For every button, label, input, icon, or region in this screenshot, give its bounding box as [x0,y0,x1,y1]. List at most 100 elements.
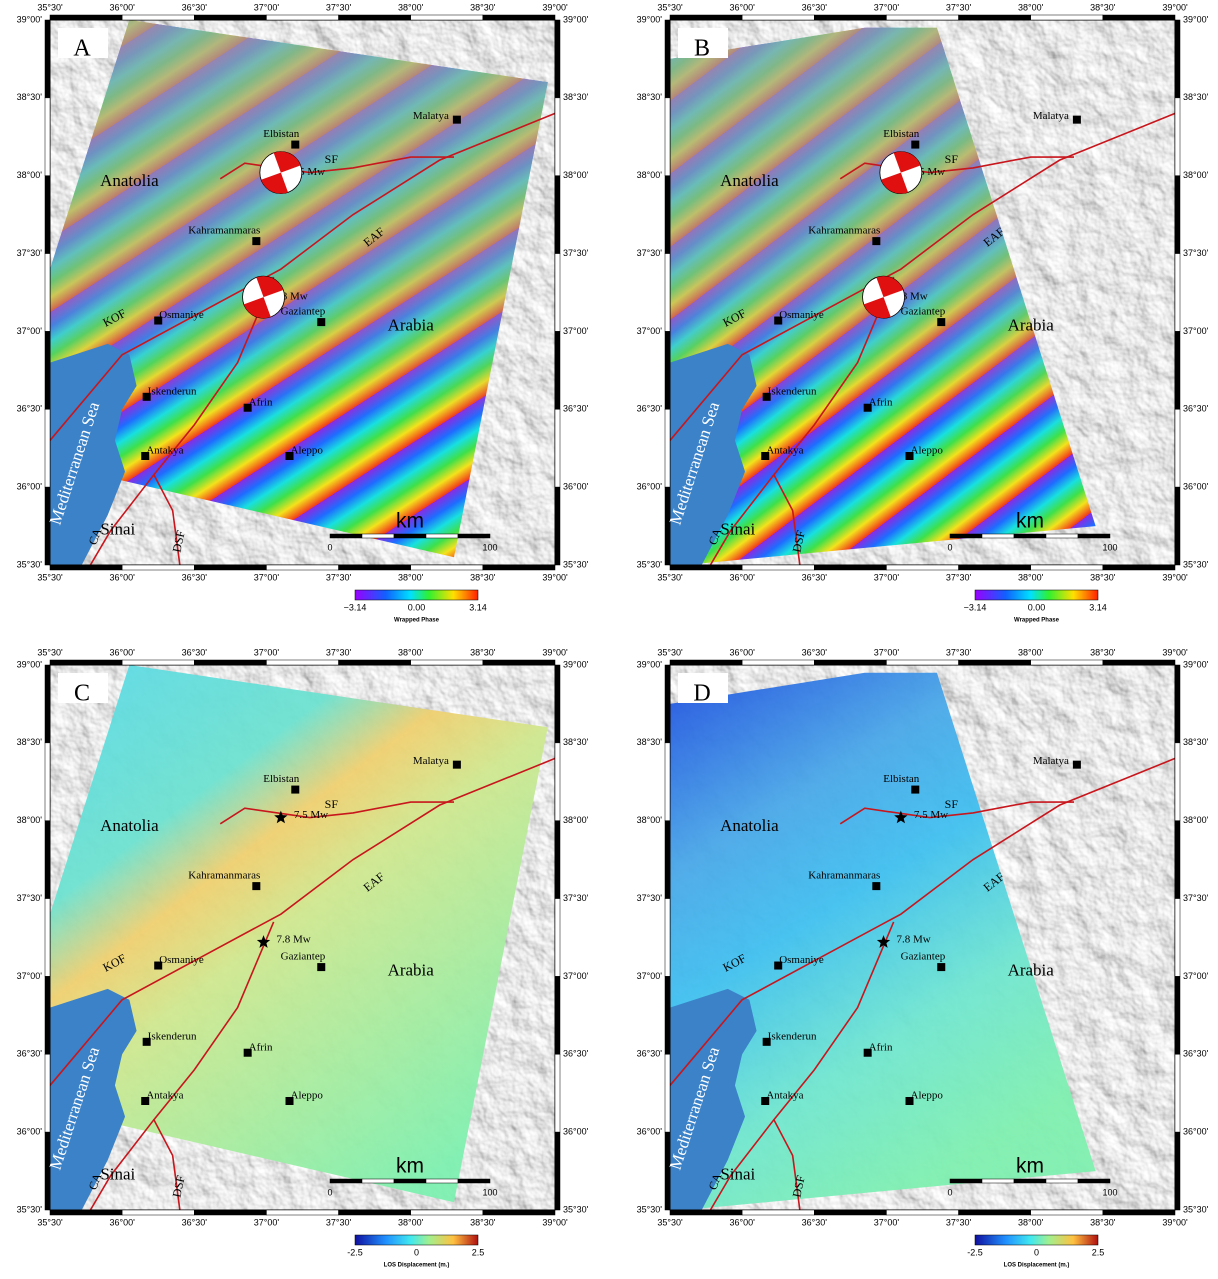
scale-seg [950,1179,982,1183]
city-marker [911,141,919,149]
lat-label: 38°30' [1183,737,1209,747]
lat-label: 39°00' [1183,659,1209,669]
panel-label: A [73,36,91,62]
scale-seg [458,534,490,538]
map-panel: 35°30'35°30'36°00'36°00'36°30'36°30'37°0… [17,2,589,623]
lon-label: 38°00' [1018,2,1044,12]
lat-label: 35°30' [17,1204,43,1214]
colorbar-title: Wrapped Phase [1014,618,1060,624]
frame-seg [555,665,560,743]
frame-seg [45,487,50,565]
city-label: Aleppo [911,1090,944,1102]
frame-seg [266,15,338,20]
frame-seg [665,821,670,899]
lat-label: 39°00' [563,659,589,669]
lat-label: 39°00' [563,14,589,24]
city-label: Antakya [146,1090,183,1102]
scale-seg [982,534,1014,538]
lat-label: 36°30' [563,404,589,414]
region-label: Anatolia [100,171,159,190]
lon-label: 37°00' [254,1217,280,1227]
lat-label: 38°00' [637,815,663,825]
frame-seg [555,743,560,821]
lat-label: 37°00' [637,971,663,981]
city-label: Gaziantep [901,951,946,963]
lat-label: 38°00' [1183,170,1209,180]
frame-seg [122,15,194,20]
city-label: Osmaniye [159,954,204,966]
frame-seg [1175,20,1180,98]
frame-seg [886,565,958,570]
colorbar-tick: 0 [414,1247,419,1257]
frame-seg [665,976,670,1054]
frame-seg [665,899,670,977]
city-marker [937,318,945,326]
frame-seg [50,565,122,570]
colorbar-tick: 0 [1034,1247,1039,1257]
colorbar-tick: −3.14 [344,602,367,612]
scale-tick: 100 [1102,1187,1117,1197]
frame-seg [45,1054,50,1132]
lat-label: 36°30' [1183,1049,1209,1059]
scale-tick: 0 [327,1187,332,1197]
city-label: Afrin [249,396,273,408]
frame-seg [814,660,886,665]
lat-label: 39°00' [637,14,663,24]
frame-seg [665,743,670,821]
lat-label: 36°00' [637,482,663,492]
lon-label: 36°00' [109,572,135,582]
frame-seg [742,660,814,665]
region-label: Anatolia [100,816,159,835]
scale-seg [950,534,982,538]
frame-seg [45,1132,50,1210]
region-label: Anatolia [720,816,779,835]
frame-seg [1175,821,1180,899]
scale-seg [426,1179,458,1183]
lon-label: 38°30' [1090,1217,1116,1227]
scale-seg [1014,1179,1046,1183]
lat-label: 36°00' [1183,482,1209,492]
city-label: Gaziantep [281,306,326,318]
frame-seg [670,660,742,665]
lon-label: 36°00' [729,1217,755,1227]
city-label: Elbistan [263,773,300,785]
lon-label: 35°30' [37,647,63,657]
frame-seg [665,665,670,743]
frame-seg [555,98,560,176]
colorbar-tick: -2.5 [967,1247,983,1257]
lat-label: 37°00' [637,326,663,336]
frame-seg [555,976,560,1054]
lon-label: 35°30' [37,1217,63,1227]
frame-seg [45,254,50,332]
scale-unit: km [396,1155,424,1178]
frame-seg [959,15,1031,20]
lat-label: 38°30' [637,737,663,747]
city-marker [291,141,299,149]
frame-seg [814,565,886,570]
city-label: Iskenderun [768,1030,817,1042]
lon-label: 36°00' [109,647,135,657]
lon-label: 36°30' [182,647,208,657]
region-label: Arabia [388,961,435,980]
lon-label: 37°30' [946,572,972,582]
colorbar [355,590,478,600]
frame-seg [555,821,560,899]
frame-seg [1031,15,1103,20]
lat-label: 35°30' [637,1204,663,1214]
frame-seg [1103,1210,1175,1215]
event-label: 7.8 Mw [277,934,311,946]
lon-label: 38°30' [1090,2,1116,12]
lon-label: 38°00' [398,2,424,12]
lon-label: 36°00' [109,2,135,12]
frame-seg [45,743,50,821]
lat-label: 36°30' [563,1049,589,1059]
map-panel: 35°30'35°30'36°00'36°00'36°30'36°30'37°0… [17,647,589,1268]
lon-label: 38°00' [1018,1217,1044,1227]
frame-seg [959,565,1031,570]
city-marker [872,882,880,890]
lon-label: 39°00' [542,572,568,582]
frame-seg [1103,660,1175,665]
lon-label: 38°00' [398,647,424,657]
frame-seg [665,409,670,487]
city-label: Osmaniye [779,309,824,321]
